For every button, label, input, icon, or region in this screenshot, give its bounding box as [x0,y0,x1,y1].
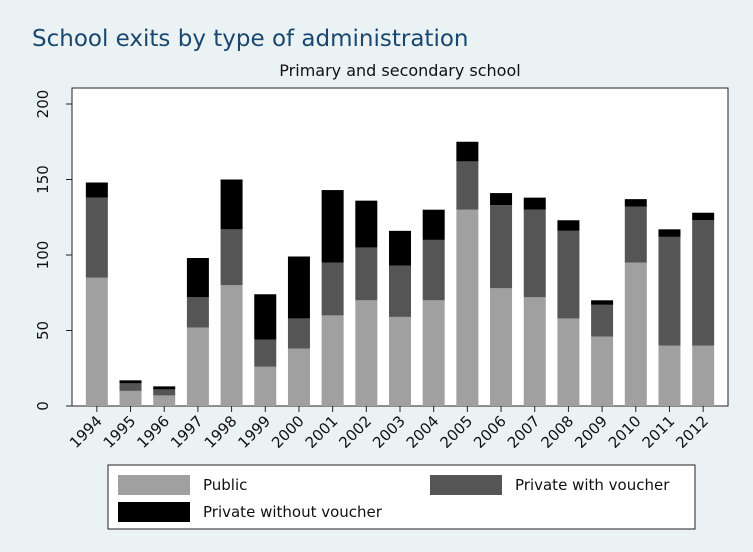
bar-segment [153,386,176,390]
bar-segment [692,212,715,221]
bar-segment [119,390,142,406]
bar-segment [490,193,513,206]
bar-segment [557,318,580,406]
y-tick-label: 0 [34,401,52,411]
bar-segment [321,262,344,316]
bar-segment [119,383,142,391]
bar-segment [523,197,546,210]
bar-segment [85,182,108,198]
bar-segment [355,300,378,406]
bar-segment [523,297,546,406]
bar-segment [523,209,546,298]
bar-segment [422,300,445,406]
bar-segment [422,239,445,301]
chart-title: School exits by type of administration [32,26,468,52]
bar-segment [287,348,310,406]
bar-segment [490,288,513,406]
bar-segment [220,229,243,286]
bar-segment [153,395,176,406]
bar-segment [389,230,411,266]
bar-segment [355,247,378,301]
bar-segment [624,199,647,207]
y-tick-label: 50 [34,321,52,340]
legend-swatch [118,475,190,495]
legend-label: Public [203,476,247,494]
bar-segment [422,209,445,240]
bar-segment [321,190,344,263]
bar-segment [692,345,715,406]
bar-segment [254,294,277,340]
bar-segment [220,179,243,230]
bar-segment [287,318,310,349]
bar-segment [321,315,344,406]
bar-segment [186,297,209,328]
bar-segment [85,277,108,406]
y-tick-label: 200 [34,90,52,119]
bar-segment [355,200,378,248]
bar-segment [287,256,310,319]
bar-segment [389,265,411,317]
bar-segment [557,230,580,319]
legend [107,464,696,530]
bar-segment [85,197,108,278]
bar-segment [456,161,479,210]
bar-segment [591,300,614,305]
bar-segment [591,304,614,337]
bar-segment [658,345,681,406]
bar-segment [658,236,681,346]
bar-segment [220,285,243,406]
bar-segment [254,339,277,367]
bar-segment [254,366,277,406]
y-tick-label: 100 [34,241,52,270]
bar-segment [624,206,647,263]
bar-segment [389,316,411,406]
legend-swatch [430,475,502,495]
bar-segment [692,220,715,346]
bar-segment [557,220,580,231]
bar-segment [119,380,142,384]
bar-segment [186,258,209,298]
legend-label: Private without voucher [203,503,383,521]
bar-segment [153,389,176,396]
bar-segment [624,262,647,406]
bar-segment [456,141,479,162]
bar-segment [186,327,209,406]
legend-swatch [118,502,190,522]
legend-label: Private with voucher [515,476,670,494]
bar-segment [490,205,513,289]
bar-segment [456,209,479,406]
chart-subtitle: Primary and secondary school [279,61,520,80]
bar-segment [591,336,614,406]
y-tick-label: 150 [34,165,52,194]
bar-segment [658,229,681,237]
